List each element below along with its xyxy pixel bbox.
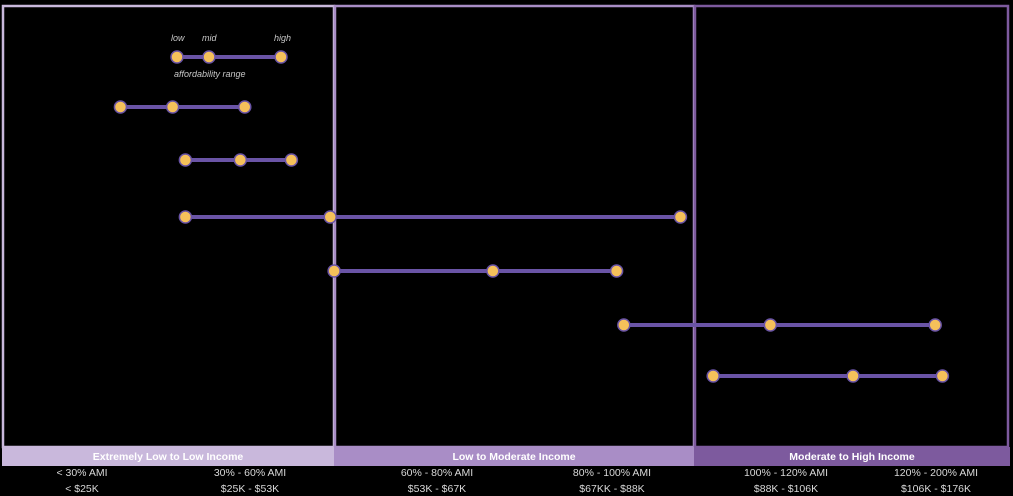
ami-tick-1-pct: < 30% AMI	[56, 467, 108, 479]
ami-tick-5: 100% - 120% AMI $88K - $106K	[721, 467, 851, 496]
band-label-moderate-high: Moderate to High Income	[694, 447, 1010, 466]
ami-tick-4-pct: 80% - 100% AMI	[572, 467, 652, 479]
legend-high-point	[274, 50, 288, 64]
ami-tick-6-income: $106K - $176K	[900, 483, 972, 495]
band-label-low-moderate: Low to Moderate Income	[334, 447, 694, 466]
range-row-1	[113, 100, 252, 114]
range-2-mid-point	[233, 153, 248, 167]
ami-tick-4: 80% - 100% AMI $67KK - $88K	[547, 467, 677, 496]
range-row-5	[617, 318, 942, 332]
range-row-4	[327, 264, 624, 278]
band-label-extremely-low: Extremely Low to Low Income	[2, 447, 334, 466]
ami-tick-6: 120% - 200% AMI $106K - $176K	[871, 467, 1001, 496]
range-4-high-point	[609, 264, 624, 278]
legend-low-point	[170, 50, 184, 64]
ami-tick-2-income: $25K - $53K	[220, 483, 280, 495]
range-5-high-point	[928, 318, 942, 332]
range-4-mid-point	[486, 264, 500, 278]
range-3-low-point	[178, 210, 193, 224]
legend-mid-label: mid	[202, 33, 217, 43]
legend	[170, 50, 288, 64]
ami-tick-1: < 30% AMI < $25K	[17, 467, 147, 496]
range-3-mid-point	[323, 210, 337, 224]
ami-tick-6-pct: 120% - 200% AMI	[893, 467, 979, 479]
range-5-mid-point	[763, 318, 778, 332]
ami-tick-4-income: $67KK - $88K	[579, 483, 645, 495]
legend-caption: affordability range	[174, 69, 246, 79]
range-3-high-point	[673, 210, 688, 224]
legend-low-label: low	[171, 33, 185, 43]
range-6-low-point	[706, 369, 720, 383]
range-1-mid-point	[165, 100, 180, 114]
range-1-high-point	[238, 100, 252, 114]
range-5-low-point	[617, 318, 631, 332]
range-6-high-point	[935, 369, 950, 383]
range-row-6	[706, 369, 950, 383]
band-frame-low	[1, 4, 336, 449]
range-4-low-point	[327, 264, 341, 278]
ami-tick-3-pct: 60% - 80% AMI	[400, 467, 474, 479]
ami-tick-2: 30% - 60% AMI $25K - $53K	[185, 467, 315, 496]
ami-tick-5-income: $88K - $106K	[753, 483, 819, 495]
ami-tick-1-income: < $25K	[65, 483, 99, 495]
legend-mid-point	[202, 50, 216, 64]
range-2-high-point	[284, 153, 299, 167]
range-row-3	[178, 210, 688, 224]
ami-tick-3: 60% - 80% AMI $53K - $67K	[372, 467, 502, 496]
range-6-mid-point	[846, 369, 860, 383]
ami-tick-3-income: $53K - $67K	[407, 483, 467, 495]
ami-tick-2-pct: 30% - 60% AMI	[213, 467, 287, 479]
range-series	[113, 100, 950, 383]
legend-high-label: high	[274, 33, 292, 43]
range-row-2	[178, 153, 299, 167]
range-1-low-point	[113, 100, 128, 114]
band-frame-moderate	[333, 4, 696, 449]
ami-tick-5-pct: 100% - 120% AMI	[743, 467, 829, 479]
range-2-low-point	[178, 153, 193, 167]
